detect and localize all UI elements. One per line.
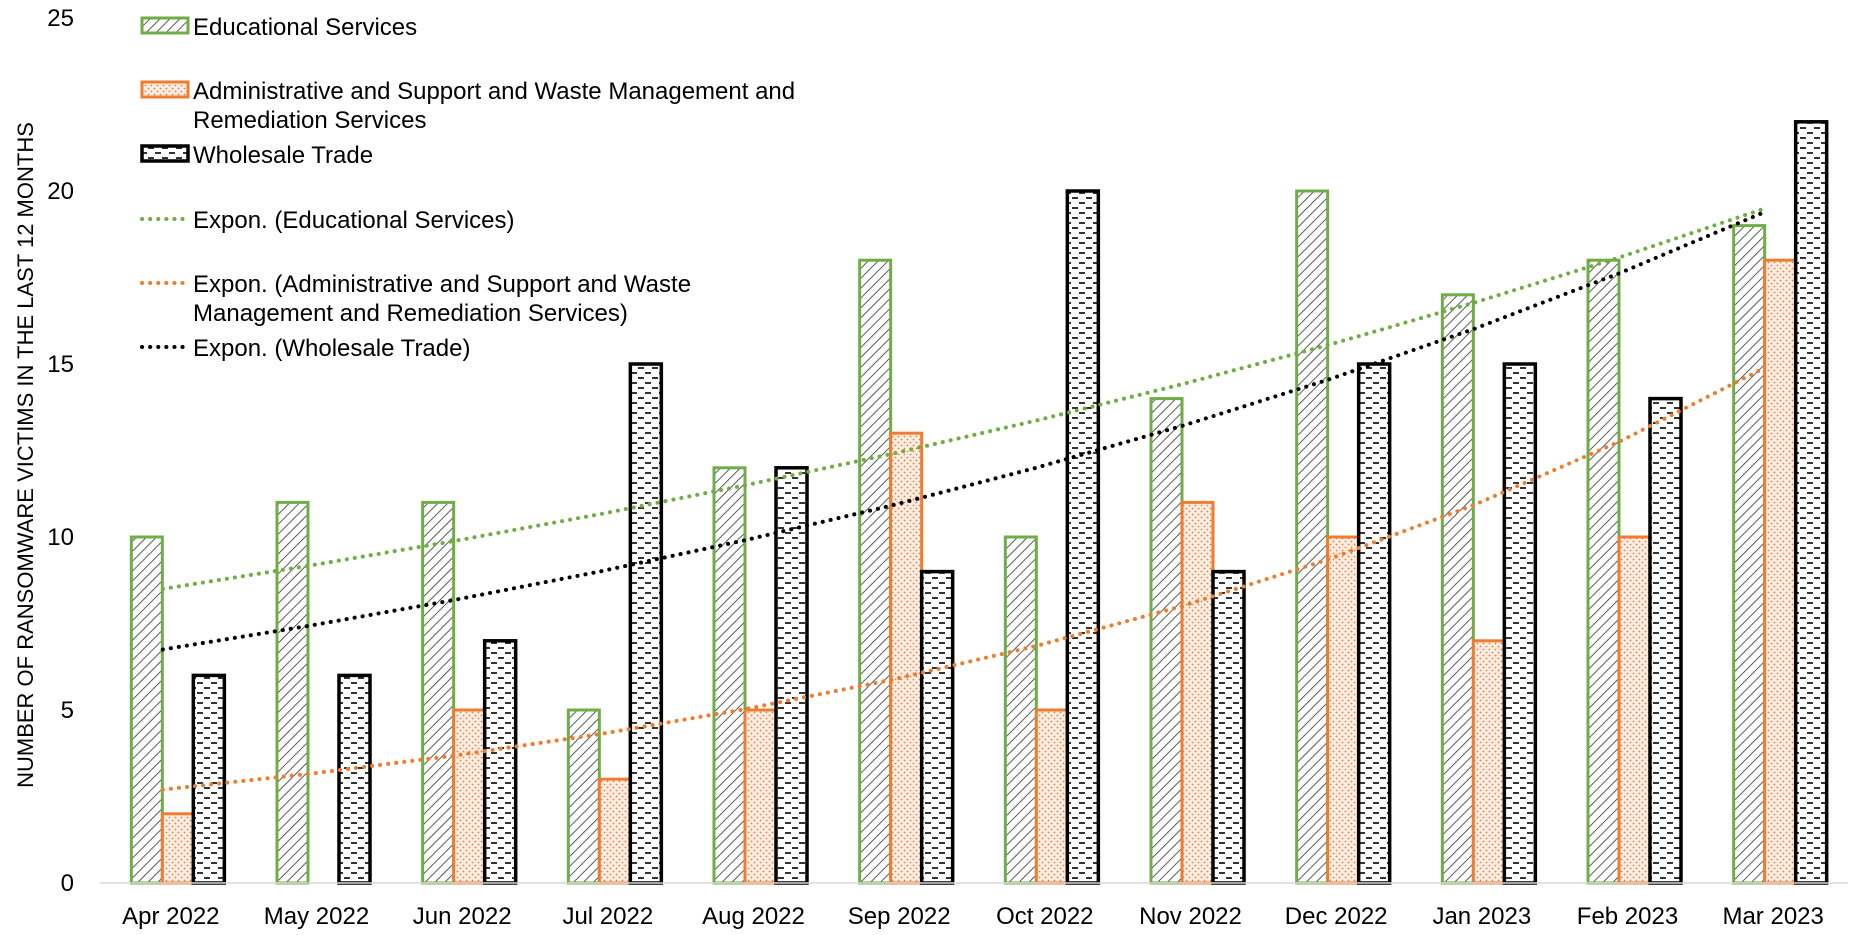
bar-wholesale-trade bbox=[482, 639, 518, 885]
x-tick-label: Aug 2022 bbox=[702, 903, 805, 930]
trendline-expon-administrative-and-support-and-waste-management-and-remediation-services bbox=[160, 365, 1768, 792]
legend-label: Remediation Services bbox=[193, 107, 426, 134]
bar-administrative-and-support-and-waste-management-and-remediation-services bbox=[1763, 258, 1798, 885]
x-tick-label: Jul 2022 bbox=[562, 903, 653, 930]
bar-educational-services bbox=[1732, 224, 1767, 885]
x-tick-label: May 2022 bbox=[264, 903, 369, 930]
x-tick-label: Mar 2023 bbox=[1722, 903, 1823, 930]
bar-educational-services bbox=[1295, 189, 1330, 885]
legend-label: Educational Services bbox=[193, 14, 417, 41]
x-tick-label: Apr 2022 bbox=[122, 903, 219, 930]
bar-educational-services bbox=[129, 535, 164, 885]
bar-administrative-and-support-and-waste-management-and-remediation-services bbox=[597, 777, 632, 885]
bar-administrative-and-support-and-waste-management-and-remediation-services bbox=[1180, 500, 1215, 885]
y-tick-label: 25 bbox=[47, 5, 74, 32]
y-tick-labels: 0 5 10 15 20 25 bbox=[47, 5, 74, 897]
legend-label: Management and Remediation Services) bbox=[193, 300, 628, 327]
bar-wholesale-trade bbox=[1211, 569, 1246, 885]
x-tick-label: Oct 2022 bbox=[996, 903, 1093, 930]
trendline-expon-wholesale-trade bbox=[160, 209, 1768, 652]
bar-wholesale-trade bbox=[1356, 362, 1392, 885]
legend-label: Wholesale Trade bbox=[193, 142, 373, 169]
bar-educational-services bbox=[1149, 397, 1184, 885]
bar-educational-services bbox=[421, 500, 456, 885]
bar-administrative-and-support-and-waste-management-and-remediation-services bbox=[1617, 535, 1652, 885]
legend-label: Administrative and Support and Waste Man… bbox=[193, 78, 795, 105]
x-tick-label: Feb 2023 bbox=[1577, 903, 1678, 930]
bar-educational-services bbox=[1003, 535, 1038, 885]
bar-wholesale-trade bbox=[1065, 189, 1101, 885]
y-tick-label: 10 bbox=[47, 524, 74, 551]
bar-educational-services bbox=[712, 466, 747, 885]
bar-administrative-and-support-and-waste-management-and-remediation-services bbox=[1471, 639, 1506, 885]
bar-administrative-and-support-and-waste-management-and-remediation-services bbox=[1034, 708, 1069, 885]
bar-wholesale-trade bbox=[919, 569, 955, 885]
bar-educational-services bbox=[1586, 258, 1621, 885]
bar-wholesale-trade bbox=[628, 362, 664, 885]
legend-label: Expon. (Administrative and Support and W… bbox=[193, 271, 691, 298]
bar-administrative-and-support-and-waste-management-and-remediation-services bbox=[452, 708, 487, 885]
bar-wholesale-trade bbox=[1502, 362, 1538, 885]
legend-swatch bbox=[140, 16, 190, 35]
bar-educational-services bbox=[566, 708, 601, 885]
legend-label: Expon. (Wholesale Trade) bbox=[193, 335, 470, 362]
y-tick-label: 15 bbox=[47, 351, 74, 378]
x-tick-label: Jun 2022 bbox=[413, 903, 512, 930]
bar-wholesale-trade bbox=[1648, 396, 1683, 885]
y-tick-label: 5 bbox=[61, 697, 74, 724]
legend: Educational Services Administrative and S… bbox=[140, 14, 795, 362]
x-tick-label: Jan 2023 bbox=[1432, 903, 1531, 930]
bar-wholesale-trade bbox=[1793, 120, 1829, 885]
y-axis-label: NUMBER OF RANSOMWARE VICTIMS IN THE LAST… bbox=[13, 122, 38, 788]
legend-swatch bbox=[140, 80, 190, 99]
bar-wholesale-trade bbox=[337, 673, 372, 885]
bar-wholesale-trade bbox=[191, 673, 227, 885]
trendline-expon-educational-services bbox=[160, 206, 1768, 591]
x-tick-label: Sep 2022 bbox=[848, 903, 951, 930]
bar-administrative-and-support-and-waste-management-and-remediation-services bbox=[743, 708, 778, 885]
x-tick-labels: Apr 2022 May 2022 Jun 2022 Jul 2022 Aug 2022… bbox=[122, 903, 1824, 930]
bar-educational-services bbox=[858, 258, 893, 885]
bar-administrative-and-support-and-waste-management-and-remediation-services bbox=[160, 812, 195, 885]
bar-educational-services bbox=[275, 500, 310, 885]
legend-label: Expon. (Educational Services) bbox=[193, 207, 515, 234]
y-tick-label: 0 bbox=[61, 870, 74, 897]
y-tick-label: 20 bbox=[47, 178, 74, 205]
bar-administrative-and-support-and-waste-management-and-remediation-services bbox=[1326, 535, 1361, 885]
trendlines bbox=[160, 206, 1768, 792]
x-tick-label: Nov 2022 bbox=[1139, 903, 1242, 930]
bars bbox=[129, 120, 1829, 885]
legend-swatch bbox=[140, 144, 190, 163]
bar-educational-services bbox=[1440, 293, 1475, 885]
x-tick-label: Dec 2022 bbox=[1285, 903, 1388, 930]
